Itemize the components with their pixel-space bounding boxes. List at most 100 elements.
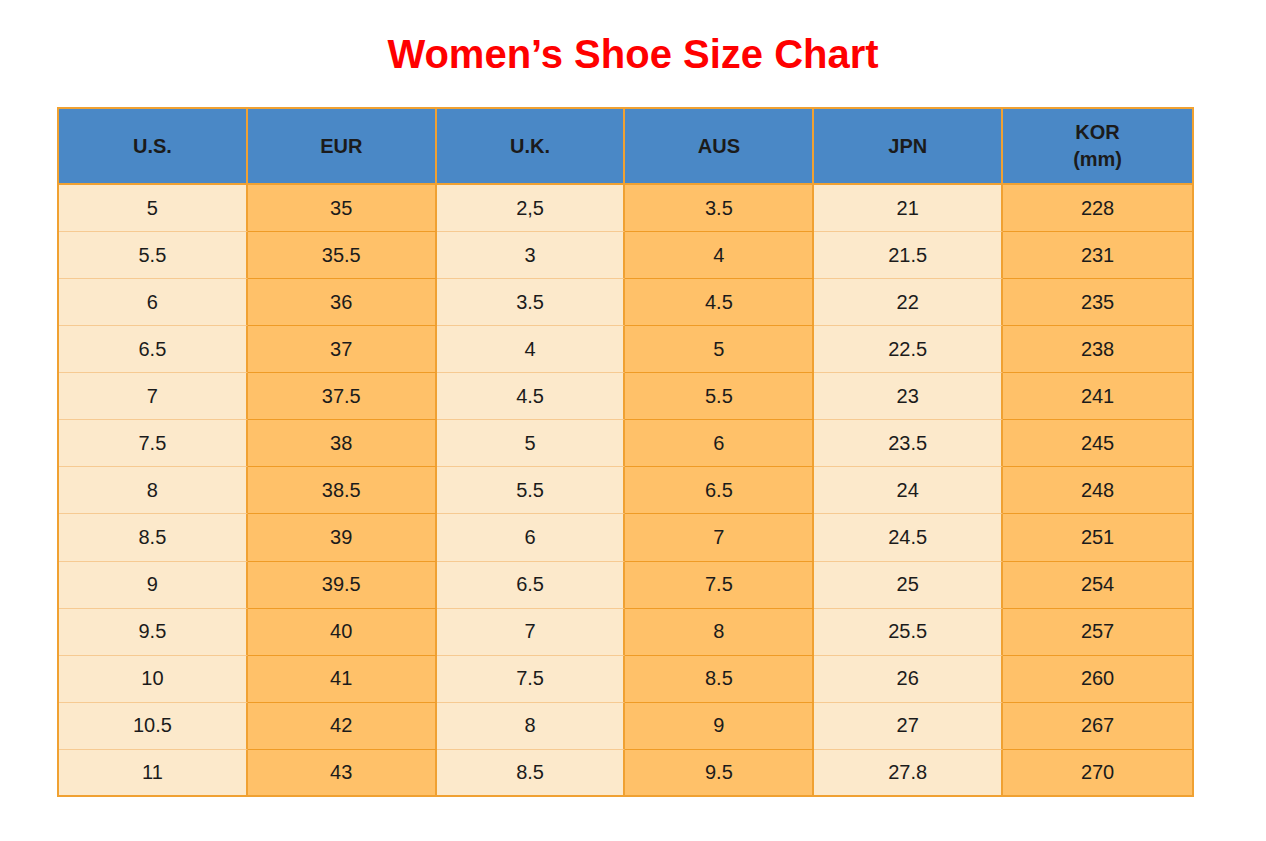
cell: 5.5 (625, 373, 814, 420)
table-body: 5352,53.5212285.535.53421.52316363.54.52… (59, 185, 1192, 795)
cell: 7.5 (625, 562, 814, 609)
column-header-eur: EUR (248, 109, 437, 185)
column-header-kor-mm: KOR (mm) (1003, 109, 1192, 185)
cell: 4 (625, 232, 814, 279)
cell: 228 (1003, 185, 1192, 232)
cell: 5.5 (437, 467, 626, 514)
cell: 39 (248, 514, 437, 561)
table-row: 6363.54.522235 (59, 279, 1192, 326)
cell: 21 (814, 185, 1003, 232)
column-header-u-s: U.S. (59, 109, 248, 185)
cell: 27.8 (814, 750, 1003, 795)
cell: 40 (248, 609, 437, 656)
cell: 24.5 (814, 514, 1003, 561)
cell: 7 (437, 609, 626, 656)
table-row: 8.5396724.5251 (59, 514, 1192, 561)
cell: 8.5 (625, 656, 814, 703)
cell: 254 (1003, 562, 1192, 609)
cell: 248 (1003, 467, 1192, 514)
cell: 35 (248, 185, 437, 232)
cell: 25 (814, 562, 1003, 609)
cell: 231 (1003, 232, 1192, 279)
cell: 37 (248, 326, 437, 373)
table-header-row: U.S.EURU.K.AUSJPNKOR (mm) (59, 109, 1192, 185)
cell: 3 (437, 232, 626, 279)
cell: 5 (437, 420, 626, 467)
cell: 238 (1003, 326, 1192, 373)
cell: 24 (814, 467, 1003, 514)
table-row: 5352,53.521228 (59, 185, 1192, 232)
shoe-size-table: U.S.EURU.K.AUSJPNKOR (mm) 5352,53.521228… (57, 107, 1194, 797)
cell: 25.5 (814, 609, 1003, 656)
cell: 260 (1003, 656, 1192, 703)
cell: 251 (1003, 514, 1192, 561)
cell: 10.5 (59, 703, 248, 750)
table-row: 737.54.55.523241 (59, 373, 1192, 420)
cell: 7 (625, 514, 814, 561)
cell: 257 (1003, 609, 1192, 656)
table-row: 10417.58.526260 (59, 656, 1192, 703)
cell: 26 (814, 656, 1003, 703)
cell: 41 (248, 656, 437, 703)
cell: 9 (625, 703, 814, 750)
page-title: Women’s Shoe Size Chart (0, 32, 1266, 77)
cell: 3.5 (437, 279, 626, 326)
cell: 241 (1003, 373, 1192, 420)
cell: 38.5 (248, 467, 437, 514)
cell: 8 (59, 467, 248, 514)
cell: 11 (59, 750, 248, 795)
cell: 4 (437, 326, 626, 373)
cell: 270 (1003, 750, 1192, 795)
cell: 42 (248, 703, 437, 750)
cell: 27 (814, 703, 1003, 750)
cell: 23 (814, 373, 1003, 420)
cell: 4.5 (625, 279, 814, 326)
cell: 3.5 (625, 185, 814, 232)
cell: 6.5 (625, 467, 814, 514)
cell: 6 (437, 514, 626, 561)
shoe-size-table-container: U.S.EURU.K.AUSJPNKOR (mm) 5352,53.521228… (57, 107, 1194, 797)
table-row: 11438.59.527.8270 (59, 750, 1192, 795)
table-row: 7.5385623.5245 (59, 420, 1192, 467)
cell: 9.5 (625, 750, 814, 795)
table-row: 6.5374522.5238 (59, 326, 1192, 373)
cell: 6 (625, 420, 814, 467)
cell: 8.5 (59, 514, 248, 561)
table-row: 9.5407825.5257 (59, 609, 1192, 656)
cell: 38 (248, 420, 437, 467)
cell: 7.5 (59, 420, 248, 467)
cell: 39.5 (248, 562, 437, 609)
cell: 22.5 (814, 326, 1003, 373)
cell: 21.5 (814, 232, 1003, 279)
cell: 245 (1003, 420, 1192, 467)
cell: 23.5 (814, 420, 1003, 467)
cell: 37.5 (248, 373, 437, 420)
cell: 7 (59, 373, 248, 420)
table-row: 939.56.57.525254 (59, 562, 1192, 609)
table-header: U.S.EURU.K.AUSJPNKOR (mm) (59, 109, 1192, 185)
cell: 36 (248, 279, 437, 326)
table-row: 838.55.56.524248 (59, 467, 1192, 514)
cell: 235 (1003, 279, 1192, 326)
cell: 6.5 (437, 562, 626, 609)
cell: 22 (814, 279, 1003, 326)
column-header-u-k: U.K. (437, 109, 626, 185)
cell: 8 (625, 609, 814, 656)
cell: 5 (59, 185, 248, 232)
cell: 9.5 (59, 609, 248, 656)
cell: 8 (437, 703, 626, 750)
cell: 267 (1003, 703, 1192, 750)
column-header-jpn: JPN (814, 109, 1003, 185)
cell: 4.5 (437, 373, 626, 420)
cell: 6 (59, 279, 248, 326)
cell: 9 (59, 562, 248, 609)
cell: 35.5 (248, 232, 437, 279)
table-row: 5.535.53421.5231 (59, 232, 1192, 279)
table-row: 10.5428927267 (59, 703, 1192, 750)
cell: 5 (625, 326, 814, 373)
cell: 2,5 (437, 185, 626, 232)
cell: 43 (248, 750, 437, 795)
cell: 5.5 (59, 232, 248, 279)
column-header-aus: AUS (625, 109, 814, 185)
cell: 10 (59, 656, 248, 703)
